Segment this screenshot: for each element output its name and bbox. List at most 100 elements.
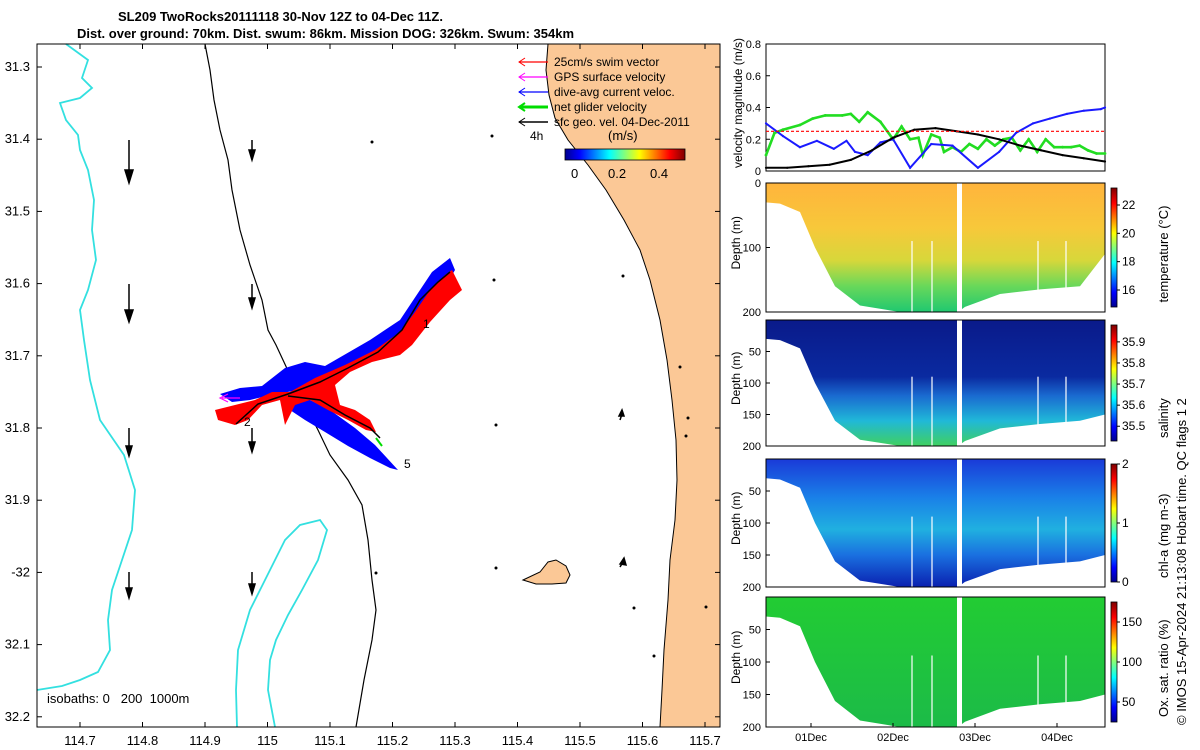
section-colorbar-label: salinity xyxy=(1156,398,1171,438)
net-track-line-2 xyxy=(287,395,381,439)
section-y-tick-label: 200 xyxy=(743,307,761,319)
colorbar-tick-label: 100 xyxy=(1122,655,1142,669)
coastal-islets xyxy=(370,134,708,658)
section-ylabel: Depth (m) xyxy=(729,352,743,405)
map-colorbar-tick-1: 0.2 xyxy=(608,166,626,181)
footer-credit: © IMOS 15-Apr-2024 21:13:08 Hobart time.… xyxy=(1174,398,1189,725)
isobath-1000m xyxy=(36,43,136,691)
map-legend: 25cm/s swim vector GPS surface velocity … xyxy=(517,55,690,143)
section-ylabel: Depth (m) xyxy=(729,216,743,269)
velocity-point xyxy=(934,127,937,130)
section-ylabel: Depth (m) xyxy=(729,631,743,684)
legend-net-glider: net glider velocity xyxy=(554,100,647,114)
colorbar-tick-label: 1 xyxy=(1122,516,1129,530)
section-y-tick-label: 150 xyxy=(743,410,761,422)
section-y-tick-label: 0 xyxy=(755,178,761,190)
velocity-point xyxy=(773,131,776,135)
velocity-point xyxy=(1103,160,1107,163)
map-y-tick-label: 31.8 xyxy=(5,420,30,435)
map-y-tick-label: 31.3 xyxy=(5,59,30,74)
velocity-point xyxy=(811,117,814,120)
velocity-point xyxy=(849,158,852,161)
velocity-plot-frame xyxy=(765,43,1106,172)
section-data-gap xyxy=(957,320,962,446)
velocity-series-net-glider-velocity xyxy=(764,110,1105,160)
section-y-tick-label: 50 xyxy=(749,347,761,359)
time-step-label: 4h xyxy=(530,129,543,143)
section-data-field xyxy=(766,320,1105,446)
net-track-line xyxy=(235,271,451,425)
velocity-point xyxy=(807,165,810,168)
velocity-point xyxy=(764,122,768,125)
map-frame xyxy=(36,43,721,728)
section-data-gap xyxy=(957,459,962,587)
velocity-point xyxy=(823,114,827,117)
velocity-point xyxy=(786,166,789,169)
map-x-tick-label: 114.7 xyxy=(64,733,96,748)
velocity-point xyxy=(866,154,869,157)
map-x-tick-label: 115.3 xyxy=(439,733,471,748)
map-colorbar-tick-0: 0 xyxy=(571,166,578,181)
section-y-tick-label: 200 xyxy=(743,722,761,734)
section-y-tick-label: 50 xyxy=(749,625,761,637)
section-colorbar-label: chl-a (mg m-3) xyxy=(1156,493,1171,578)
section-y-tick-label: 150 xyxy=(743,550,761,562)
velocity-point xyxy=(942,150,946,154)
colorbar-tick-label: 50 xyxy=(1122,695,1136,709)
section-colorbar-label: Ox. sat. ratio (%) xyxy=(1156,619,1171,717)
velocity-point xyxy=(998,150,1001,153)
map-x-tick-label: 115.1 xyxy=(314,733,346,748)
section-y-tick-label: 200 xyxy=(743,582,761,594)
velocity-y-tick-label: 0.4 xyxy=(746,103,761,115)
section-y-tick-label: 100 xyxy=(743,657,761,669)
waypoint-label-2: 2 xyxy=(244,415,251,429)
map-colorbar xyxy=(564,148,686,161)
colorbar-tick-label: 35.6 xyxy=(1122,398,1146,412)
section-y-tick-label: 150 xyxy=(743,690,761,702)
velocity-point xyxy=(951,144,954,147)
section-panel-salinity: 50 100 150 200 Depth (m) 35.9 35.8 35.7 35.6 35.5… xyxy=(729,319,1171,453)
velocity-point xyxy=(781,128,785,132)
velocity-point xyxy=(976,166,980,169)
section-x-tick-label: 03Dec xyxy=(959,732,991,744)
map-panel: 1 2 5 25cm/s swim vector GPS surface vel… xyxy=(5,43,721,748)
velocity-point xyxy=(1082,109,1085,112)
velocity-ylabel: velocity magnitude (m/s) xyxy=(731,38,745,168)
geo-velocity-arrows xyxy=(123,140,628,601)
legend-swim-vector: 25cm/s swim vector xyxy=(554,55,659,69)
glider-track xyxy=(215,258,462,470)
velocity-point xyxy=(866,110,870,114)
section-ylabel: Depth (m) xyxy=(729,492,743,545)
isobaths-label: isobaths: 0 200 1000m xyxy=(47,691,189,706)
colorbar-tick-label: 150 xyxy=(1122,615,1142,629)
section-y-tick-label: 100 xyxy=(743,378,761,390)
velocity-point xyxy=(1086,149,1090,152)
velocity-point xyxy=(976,147,980,151)
velocity-point xyxy=(917,136,920,140)
section-colorbar xyxy=(1110,463,1118,583)
colorbar-tick-label: 35.8 xyxy=(1122,356,1146,370)
velocity-y-tick-label: 0 xyxy=(755,166,761,178)
velocity-point xyxy=(968,142,971,146)
velocity-point xyxy=(900,125,903,128)
velocity-point xyxy=(909,166,912,169)
velocity-point xyxy=(840,114,844,117)
velocity-point xyxy=(1061,154,1064,157)
legend-dive-avg: dive-avg current veloc. xyxy=(554,85,675,99)
velocity-point xyxy=(938,136,942,140)
velocity-point xyxy=(870,149,874,152)
velocity-point xyxy=(1019,144,1022,147)
section-data-gap xyxy=(957,183,962,312)
velocity-point xyxy=(1014,131,1018,134)
velocity-point xyxy=(1018,149,1022,152)
velocity-point xyxy=(1031,122,1035,125)
velocity-point xyxy=(1052,145,1056,149)
section-data-field xyxy=(766,459,1105,587)
map-y-tick-label: 31.9 xyxy=(5,492,30,507)
velocity-point xyxy=(1103,106,1107,109)
map-x-tick-label: 114.9 xyxy=(189,733,221,748)
map-y-tick-label: 31.4 xyxy=(5,131,30,146)
section-data-field xyxy=(766,597,1105,727)
